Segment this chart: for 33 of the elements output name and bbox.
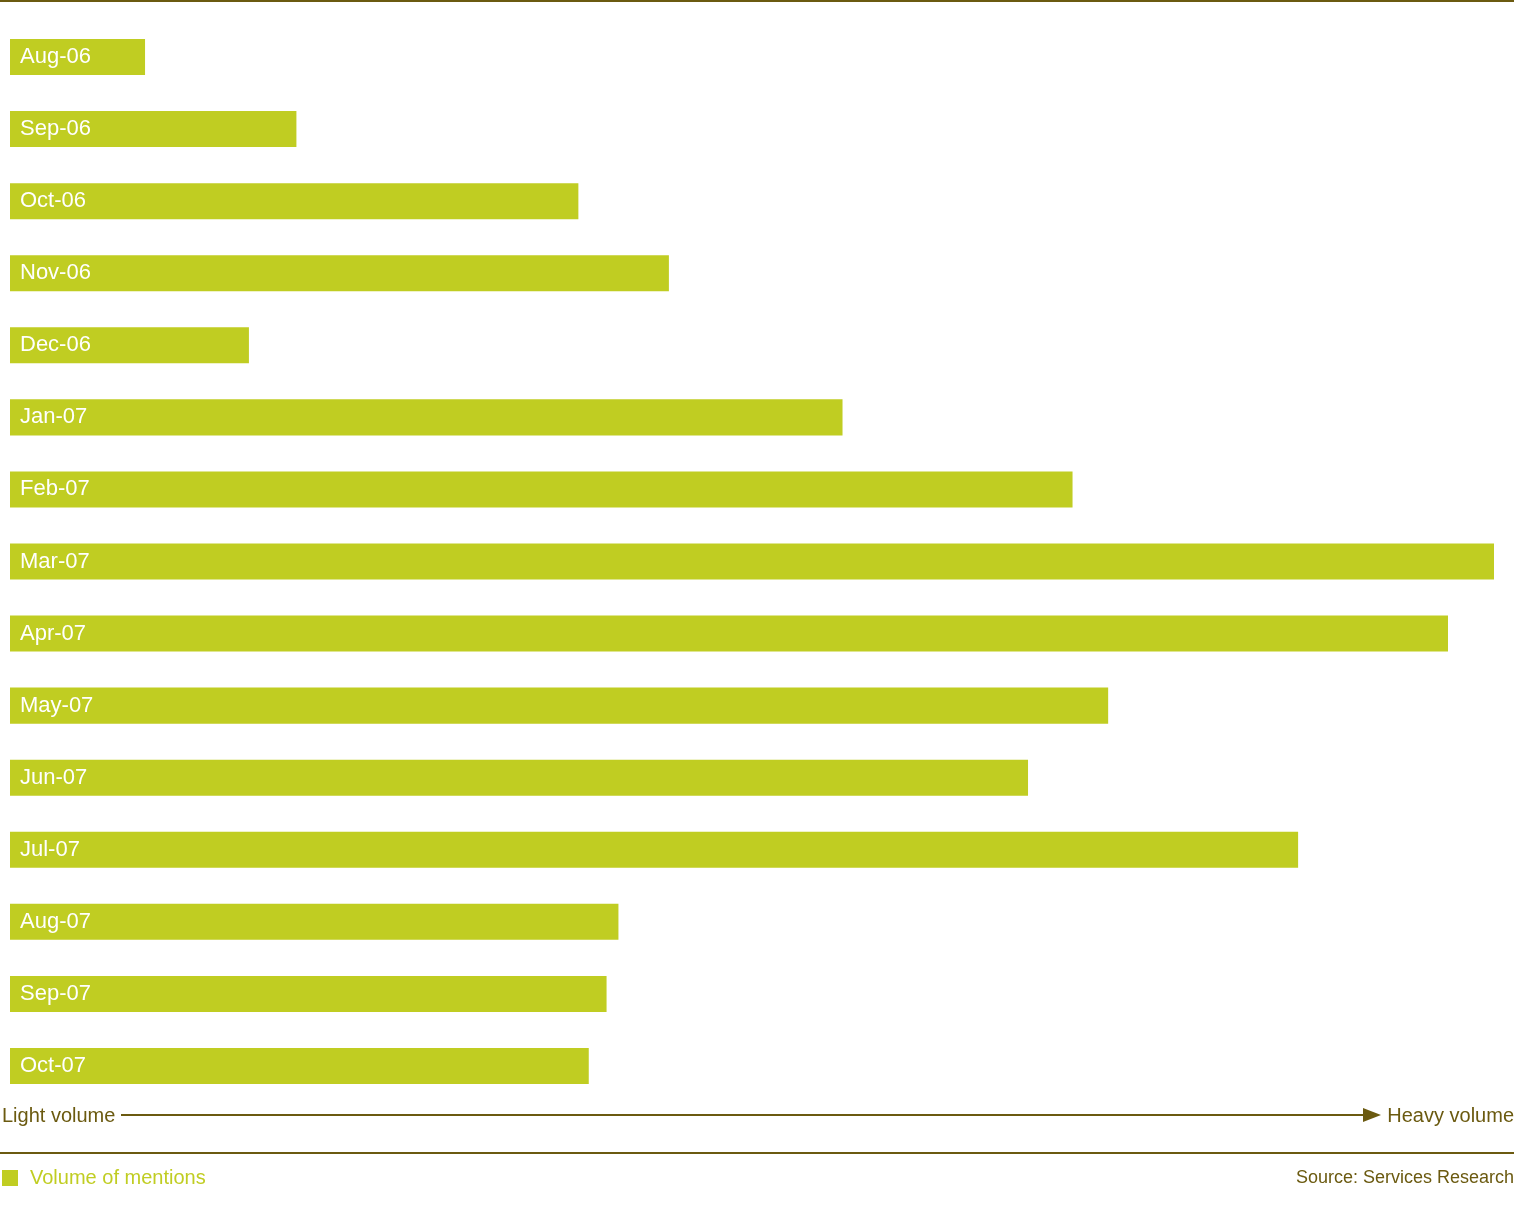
y-tick-label: Aug-07 bbox=[20, 907, 91, 933]
y-tick-label: Jul-07 bbox=[20, 835, 80, 861]
bar bbox=[10, 183, 579, 220]
y-tick-label: Jan-07 bbox=[20, 403, 88, 429]
legend-label: Volume of mentions bbox=[30, 1166, 206, 1189]
bar bbox=[10, 831, 1299, 868]
y-tick-label: Oct-07 bbox=[20, 1052, 87, 1078]
bar bbox=[10, 615, 1448, 652]
y-tick-label: Dec-06 bbox=[20, 331, 91, 357]
bar bbox=[10, 687, 1109, 724]
y-tick-label: May-07 bbox=[20, 691, 94, 717]
y-tick-label: Feb-07 bbox=[20, 475, 90, 501]
bar bbox=[10, 471, 1073, 508]
bar bbox=[10, 1047, 589, 1084]
y-tick-label: Jun-07 bbox=[20, 763, 88, 789]
bar bbox=[10, 399, 843, 436]
y-tick-label: Oct-06 bbox=[20, 187, 87, 213]
y-tick-label: Aug-06 bbox=[20, 43, 91, 69]
y-tick-label: Sep-07 bbox=[20, 979, 91, 1005]
y-tick-label: Apr-07 bbox=[20, 619, 87, 645]
bar bbox=[10, 759, 1029, 796]
bar bbox=[10, 903, 619, 940]
bar bbox=[10, 255, 669, 292]
bar bbox=[10, 543, 1494, 580]
source-note: Source: Services Research bbox=[1295, 1167, 1514, 1188]
y-tick-label: Sep-06 bbox=[20, 115, 91, 141]
text: Heavy volume bbox=[1387, 1103, 1514, 1127]
x-axis-title: Light volume bbox=[2, 1103, 116, 1127]
y-tick-label: Mar-07 bbox=[20, 547, 90, 573]
bar bbox=[10, 327, 249, 364]
bar bbox=[10, 975, 607, 1012]
y-tick-label: Nov-06 bbox=[20, 259, 91, 285]
bar bbox=[10, 111, 297, 148]
